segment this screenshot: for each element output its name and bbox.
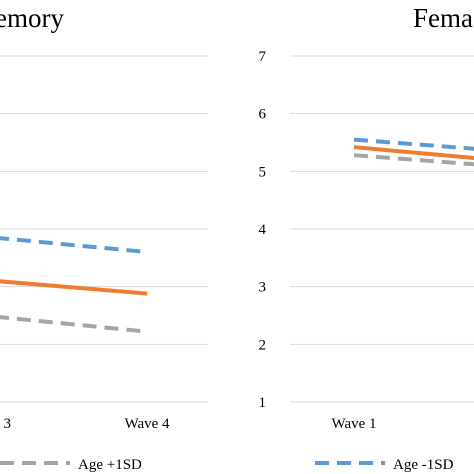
legend-label-age-1sd: Age -1SD xyxy=(393,457,454,473)
y-tick-label-female: 4 xyxy=(259,222,267,238)
panel-memory: emory ave 3 Wave 4 xyxy=(0,3,208,432)
x-tick-label-memory: ave 3 xyxy=(0,416,11,432)
legend: Age +1SD Age -1SD xyxy=(0,457,454,473)
y-tick-label-female: 3 xyxy=(259,280,267,296)
y-tick-label-female: 7 xyxy=(259,49,267,65)
y-tick-label-female: 5 xyxy=(259,164,267,180)
series-line-mean-memory xyxy=(0,279,148,296)
chart-title-memory: emory xyxy=(0,3,64,33)
x-tick-label-female: Wave 1 xyxy=(331,416,376,432)
series-line-age-1sd-memory xyxy=(0,315,148,334)
series-line-age-1sd-female xyxy=(353,137,474,151)
legend-label-age-1sd: Age +1SD xyxy=(78,457,142,473)
x-tick-label-memory: Wave 4 xyxy=(124,416,170,432)
series-line-age-1sd-female xyxy=(353,153,474,167)
y-tick-label-female: 6 xyxy=(259,107,267,123)
chart-title-female: Fema xyxy=(413,3,473,33)
series-line-mean-female xyxy=(353,145,474,161)
y-tick-label-female: 1 xyxy=(259,395,267,411)
series-line-age-1sd-memory xyxy=(0,236,148,255)
y-tick-label-female: 2 xyxy=(259,337,267,353)
